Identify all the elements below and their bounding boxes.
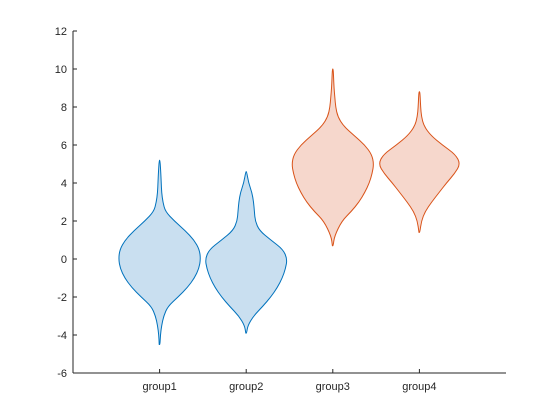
- y-tick-label: 12: [55, 26, 67, 38]
- violins-layer: [118, 68, 460, 345]
- violin-group1: [118, 159, 201, 345]
- y-tick-label: -4: [57, 330, 67, 342]
- y-tick-label: 2: [61, 216, 67, 228]
- y-tick-label: 8: [61, 102, 67, 114]
- x-tick-label-group4: group4: [402, 381, 436, 393]
- y-tick-label: 4: [61, 178, 67, 190]
- y-tick-label: -6: [57, 368, 67, 380]
- x-tick-label-group3: group3: [316, 381, 350, 393]
- y-tick-label: -2: [57, 292, 67, 304]
- x-tick-label-group2: group2: [229, 381, 263, 393]
- violin-group3: [291, 68, 374, 247]
- y-tick-label: 6: [61, 140, 67, 152]
- x-tick-label-group1: group1: [142, 381, 176, 393]
- y-tick-label: 0: [61, 254, 67, 266]
- axes-layer: -6 -4 -2 0 2 4 6 8 10 12 group1 group2 group3 group4: [55, 26, 506, 393]
- violin-group2: [205, 171, 288, 334]
- violin-group4: [379, 91, 460, 233]
- y-tick-label: 10: [55, 64, 67, 76]
